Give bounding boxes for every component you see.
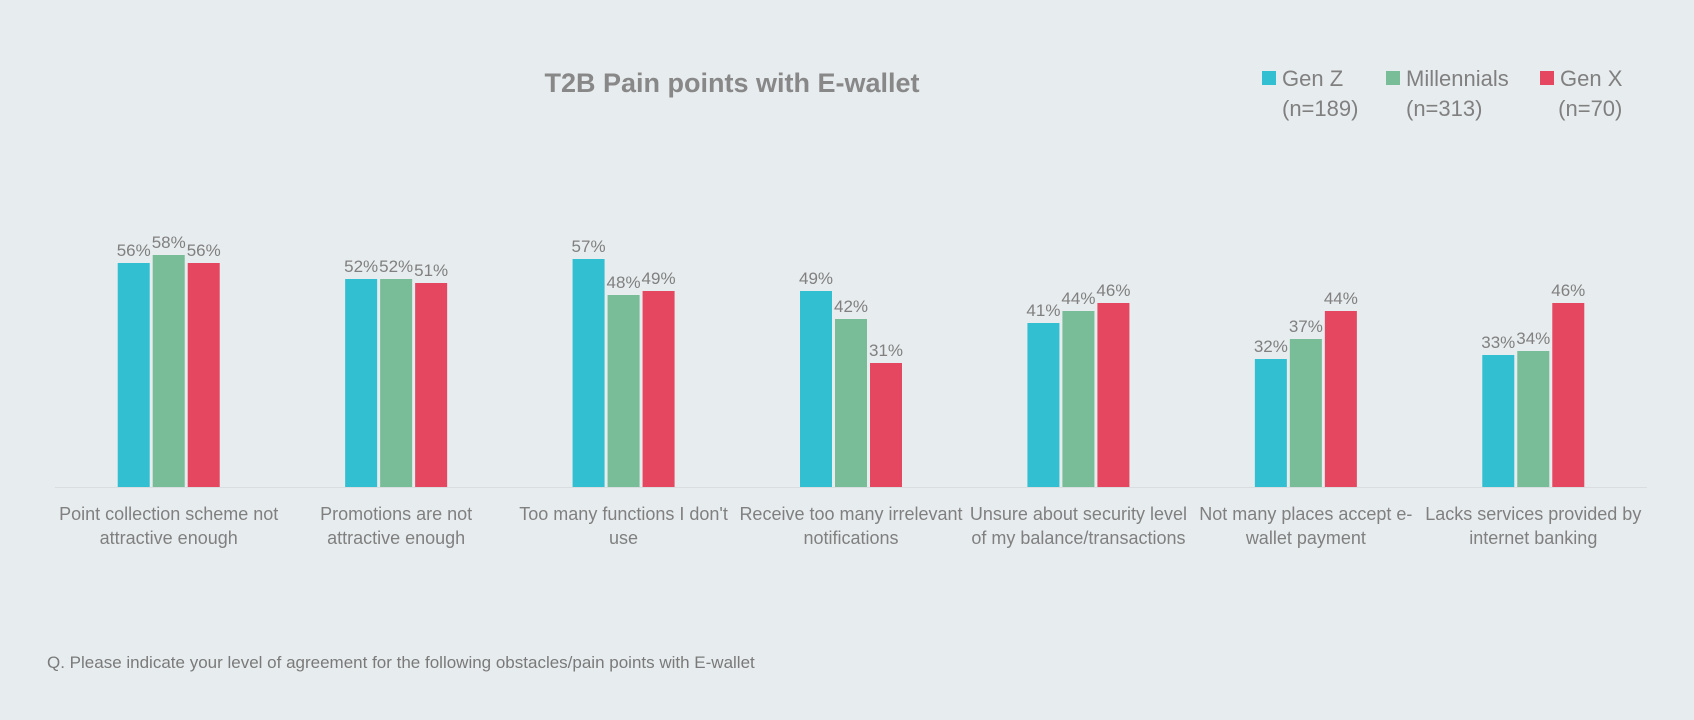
data-label-1-3: 57%: [572, 237, 606, 256]
bar-2-5: [1062, 311, 1095, 487]
data-label-2-2: 52%: [379, 257, 413, 276]
bar-1-2: [345, 279, 378, 487]
legend-swatch-gen-x: [1540, 71, 1554, 85]
legend-label-gen-x: Gen X: [1560, 66, 1623, 91]
bar-1-6: [1254, 359, 1287, 487]
data-label-3-1: 56%: [187, 241, 221, 260]
data-label-1-6: 32%: [1254, 337, 1288, 356]
legend-label-gen-z: Gen Z: [1282, 66, 1344, 91]
data-label-3-7: 46%: [1551, 281, 1585, 300]
data-label-3-3: 49%: [642, 269, 676, 288]
bar-3-4: [870, 363, 902, 487]
bar-3-1: [187, 263, 220, 487]
category-label-7-line-2: internet banking: [1469, 528, 1597, 548]
data-label-3-4: 31%: [869, 341, 903, 360]
data-label-2-7: 34%: [1516, 329, 1550, 348]
bar-2-2: [380, 279, 413, 487]
data-label-1-7: 33%: [1481, 333, 1515, 352]
bar-2-1: [152, 255, 185, 487]
bar-2-4: [835, 319, 867, 487]
bar-3-3: [642, 291, 675, 487]
legend-n-millennials: (n=313): [1406, 96, 1483, 121]
category-label-3-line-1: Too many functions I don't: [519, 504, 728, 524]
data-label-2-1: 58%: [152, 233, 186, 252]
legend-label-millennials: Millennials: [1406, 66, 1509, 91]
data-label-2-4: 42%: [834, 297, 868, 316]
category-label-3-line-2: use: [609, 528, 638, 548]
category-label-2-line-1: Promotions are not: [320, 504, 472, 524]
data-label-3-2: 51%: [414, 261, 448, 280]
category-label-5-line-1: Unsure about security level: [970, 504, 1187, 524]
legend-item-gen-z: Gen Z (n=189): [1262, 64, 1358, 124]
category-label-7-line-1: Lacks services provided by: [1425, 504, 1641, 524]
bar-3-7: [1552, 303, 1585, 487]
legend-item-gen-x: Gen X (n=70): [1540, 64, 1622, 124]
data-label-2-3: 48%: [607, 273, 641, 292]
data-label-2-5: 44%: [1061, 289, 1095, 308]
bar-1-4: [800, 291, 832, 487]
bar-1-7: [1482, 355, 1515, 487]
data-label-3-5: 46%: [1096, 281, 1130, 300]
category-label-6-line-1: Not many places accept e-: [1199, 504, 1412, 524]
data-label-1-1: 56%: [117, 241, 151, 260]
legend-swatch-millennials: [1386, 71, 1400, 85]
legend: Gen Z (n=189) Millennials (n=313) Gen X …: [1194, 64, 1694, 134]
bar-3-5: [1097, 303, 1130, 487]
category-label-5-line-2: of my balance/transactions: [971, 528, 1185, 548]
bar-2-6: [1289, 339, 1322, 487]
category-label-4-line-1: Receive too many irrelevant: [739, 504, 962, 524]
category-label-4-line-2: notifications: [803, 528, 898, 548]
legend-n-gen-x: (n=70): [1558, 96, 1623, 121]
bar-1-3: [572, 259, 605, 487]
category-label-1-line-1: Point collection scheme not: [59, 504, 278, 524]
category-label-2-line-2: attractive enough: [327, 528, 465, 548]
bar-3-6: [1324, 311, 1357, 487]
bar-3-2: [415, 283, 448, 487]
data-label-2-6: 37%: [1289, 317, 1323, 336]
data-label-1-2: 52%: [344, 257, 378, 276]
category-label-6-line-2: wallet payment: [1245, 528, 1366, 548]
bar-1-1: [117, 263, 150, 487]
data-label-3-6: 44%: [1324, 289, 1358, 308]
legend-n-gen-z: (n=189): [1282, 96, 1359, 121]
bar-1-5: [1027, 323, 1060, 487]
data-label-1-5: 41%: [1026, 301, 1060, 320]
footnote: Q. Please indicate your level of agreeme…: [47, 653, 755, 672]
legend-swatch-gen-z: [1262, 71, 1276, 85]
bar-2-7: [1517, 351, 1550, 487]
chart-title: T2B Pain points with E-wallet: [544, 68, 920, 98]
legend-item-millennials: Millennials (n=313): [1386, 64, 1509, 124]
bar-2-3: [607, 295, 640, 487]
category-label-1-line-2: attractive enough: [100, 528, 238, 548]
data-label-1-4: 49%: [799, 269, 833, 288]
